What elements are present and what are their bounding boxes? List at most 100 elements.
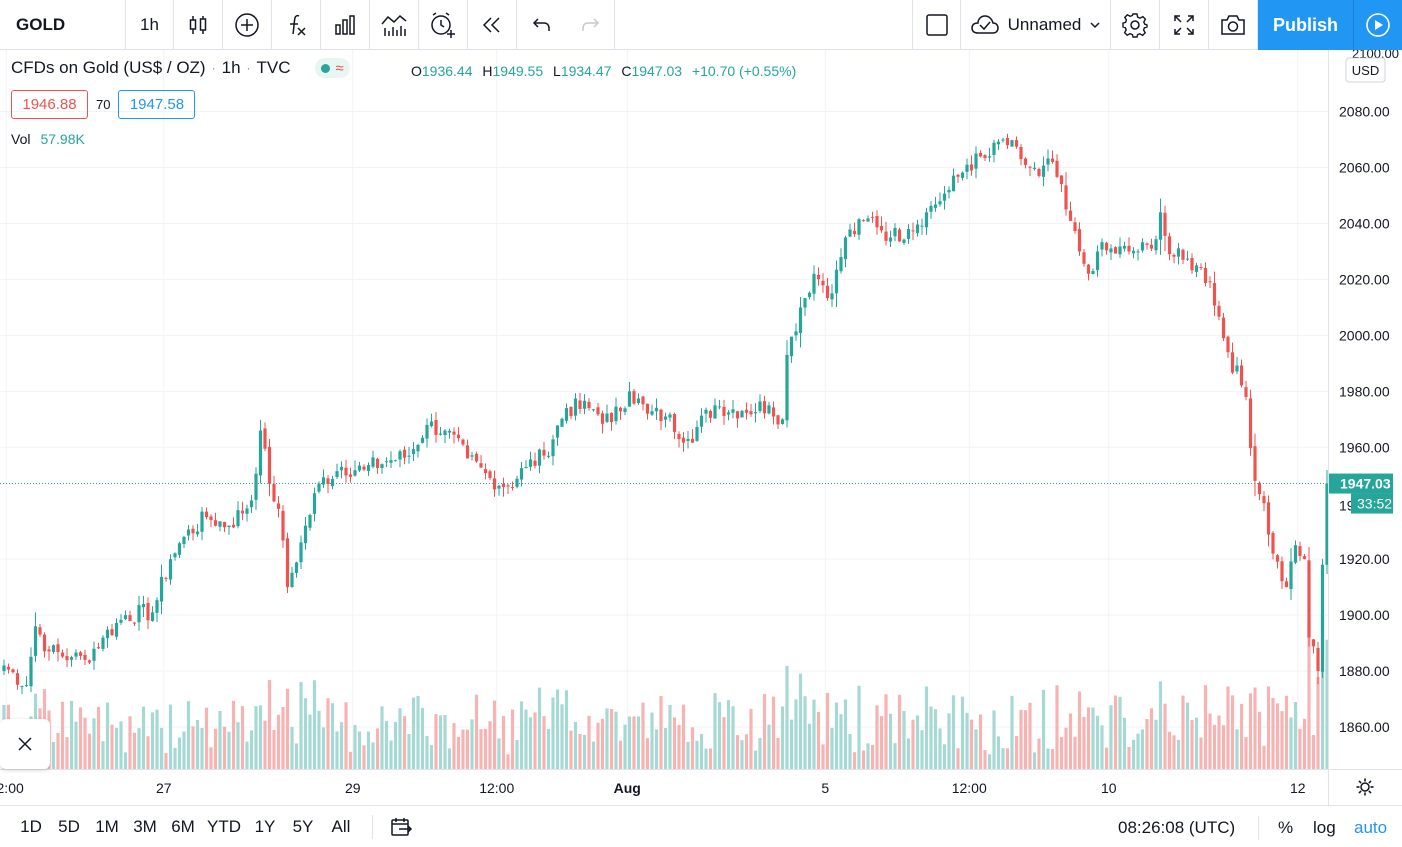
last-price-tag: [1329, 473, 1393, 494]
volume-bar: [321, 727, 326, 769]
candles: [2, 133, 1329, 695]
candle-body: [159, 576, 164, 602]
volume-bar: [780, 706, 785, 769]
go-to-date-button[interactable]: [389, 816, 413, 838]
candle-body: [717, 406, 722, 408]
replay-button[interactable]: [468, 0, 517, 50]
volume-bar: [483, 728, 488, 769]
candle-body: [474, 453, 479, 462]
candle-body: [969, 164, 974, 171]
candle-body: [1320, 564, 1325, 672]
candle-body: [204, 511, 209, 518]
sell-bid-button[interactable]: 1946.88: [11, 90, 88, 119]
candles-icon: [189, 16, 207, 34]
volume-bar: [996, 736, 1001, 769]
top-toolbar: GOLD 1h: [0, 0, 1402, 50]
candle-body: [416, 444, 420, 452]
candle-body: [1010, 140, 1014, 147]
volume-bar: [1275, 703, 1280, 769]
candle-body: [690, 438, 695, 443]
volume-bar: [281, 706, 285, 769]
chart-legend[interactable]: CFDs on Gold (US$ / OZ) · 1h · TVC ≈: [11, 58, 350, 78]
screenshot-button[interactable]: [1209, 0, 1258, 50]
log-scale-toggle[interactable]: log: [1313, 818, 1336, 837]
candle-body: [240, 510, 245, 514]
volume-bar: [1185, 702, 1190, 769]
templates-button[interactable]: [370, 0, 419, 50]
auto-scale-toggle[interactable]: auto: [1354, 818, 1388, 837]
volume-bar: [519, 701, 524, 769]
candle-body: [56, 644, 60, 652]
candle-body: [501, 483, 506, 488]
countdown-tag: [1351, 493, 1393, 514]
close-label: C: [621, 63, 632, 79]
candle-body: [731, 409, 735, 413]
range-6m[interactable]: 6M: [171, 816, 195, 836]
volume-bar: [411, 697, 416, 769]
volume-bar: [326, 698, 330, 769]
play-button[interactable]: [1354, 0, 1402, 50]
close-panel-button[interactable]: [0, 719, 50, 769]
volume-bar: [645, 738, 650, 769]
range-all[interactable]: All: [331, 816, 351, 836]
volume-bar: [1226, 686, 1230, 769]
candle-body: [1280, 561, 1284, 582]
candle-body: [1086, 264, 1091, 274]
volume-bar: [249, 730, 254, 769]
candle-body: [1253, 446, 1257, 481]
volume-bar: [578, 733, 582, 769]
redo-button[interactable]: [566, 0, 615, 50]
compare-button[interactable]: [223, 0, 272, 50]
range-5d[interactable]: 5D: [58, 816, 80, 836]
utc-clock[interactable]: 08:26:08 (UTC): [1118, 818, 1236, 837]
range-5y[interactable]: 5Y: [292, 816, 314, 836]
market-status-badge[interactable]: ≈: [314, 58, 350, 78]
candle-body: [789, 336, 794, 357]
candle-body: [465, 445, 470, 459]
range-1y[interactable]: 1Y: [254, 816, 276, 836]
candle-body: [1145, 243, 1149, 245]
volume-bar: [834, 702, 839, 769]
candle-body: [1014, 140, 1019, 147]
select-layout-button[interactable]: [913, 0, 961, 50]
range-1m[interactable]: 1M: [95, 816, 119, 836]
volume-bar: [1311, 735, 1316, 769]
undo-button[interactable]: [517, 0, 566, 50]
alert-button[interactable]: [419, 0, 468, 50]
percent-scale-toggle[interactable]: %: [1278, 818, 1294, 837]
volume-bar: [636, 716, 641, 769]
candle-body: [605, 413, 609, 422]
time-axis-label: Aug: [614, 780, 641, 796]
interval-button[interactable]: 1h: [126, 0, 174, 50]
range-1d[interactable]: 1D: [20, 816, 42, 836]
candle-body: [456, 434, 461, 439]
buy-ask-button[interactable]: 1947.58: [118, 90, 196, 119]
legend-title: CFDs on Gold (US$ / OZ): [11, 58, 206, 77]
candle-body: [308, 514, 312, 528]
candle-body: [1217, 305, 1221, 317]
candle-body: [636, 398, 641, 404]
range-ytd[interactable]: YTD: [207, 816, 241, 836]
volume-bar: [614, 711, 618, 769]
indicators-button[interactable]: [272, 0, 321, 50]
settings-button[interactable]: [1111, 0, 1160, 50]
volume-legend[interactable]: Vol 57.98K: [11, 131, 85, 147]
symbol-search-button[interactable]: GOLD: [0, 0, 126, 50]
range-3m[interactable]: 3M: [133, 816, 157, 836]
financials-button[interactable]: [321, 0, 370, 50]
publish-button[interactable]: Publish: [1258, 0, 1354, 50]
volume-bar: [1271, 697, 1275, 769]
open-value: 1936.44: [421, 63, 473, 79]
price-axis-label: 2100.00: [1352, 50, 1399, 61]
fullscreen-button[interactable]: [1160, 0, 1209, 50]
candle-body: [938, 201, 942, 205]
candle-body: [1082, 252, 1086, 264]
volume-bar: [1284, 695, 1289, 769]
price-chart[interactable]: 1860.00 1880.00 1900.00 1920.00 1960.00 1980.…: [0, 50, 1402, 805]
chart-style-button[interactable]: [174, 0, 223, 50]
save-layout-button[interactable]: Unnamed: [961, 0, 1111, 50]
candle-body: [1095, 251, 1100, 271]
play-icon: [1366, 13, 1390, 37]
volume-bar: [1320, 614, 1325, 769]
candle-body: [1050, 158, 1055, 162]
